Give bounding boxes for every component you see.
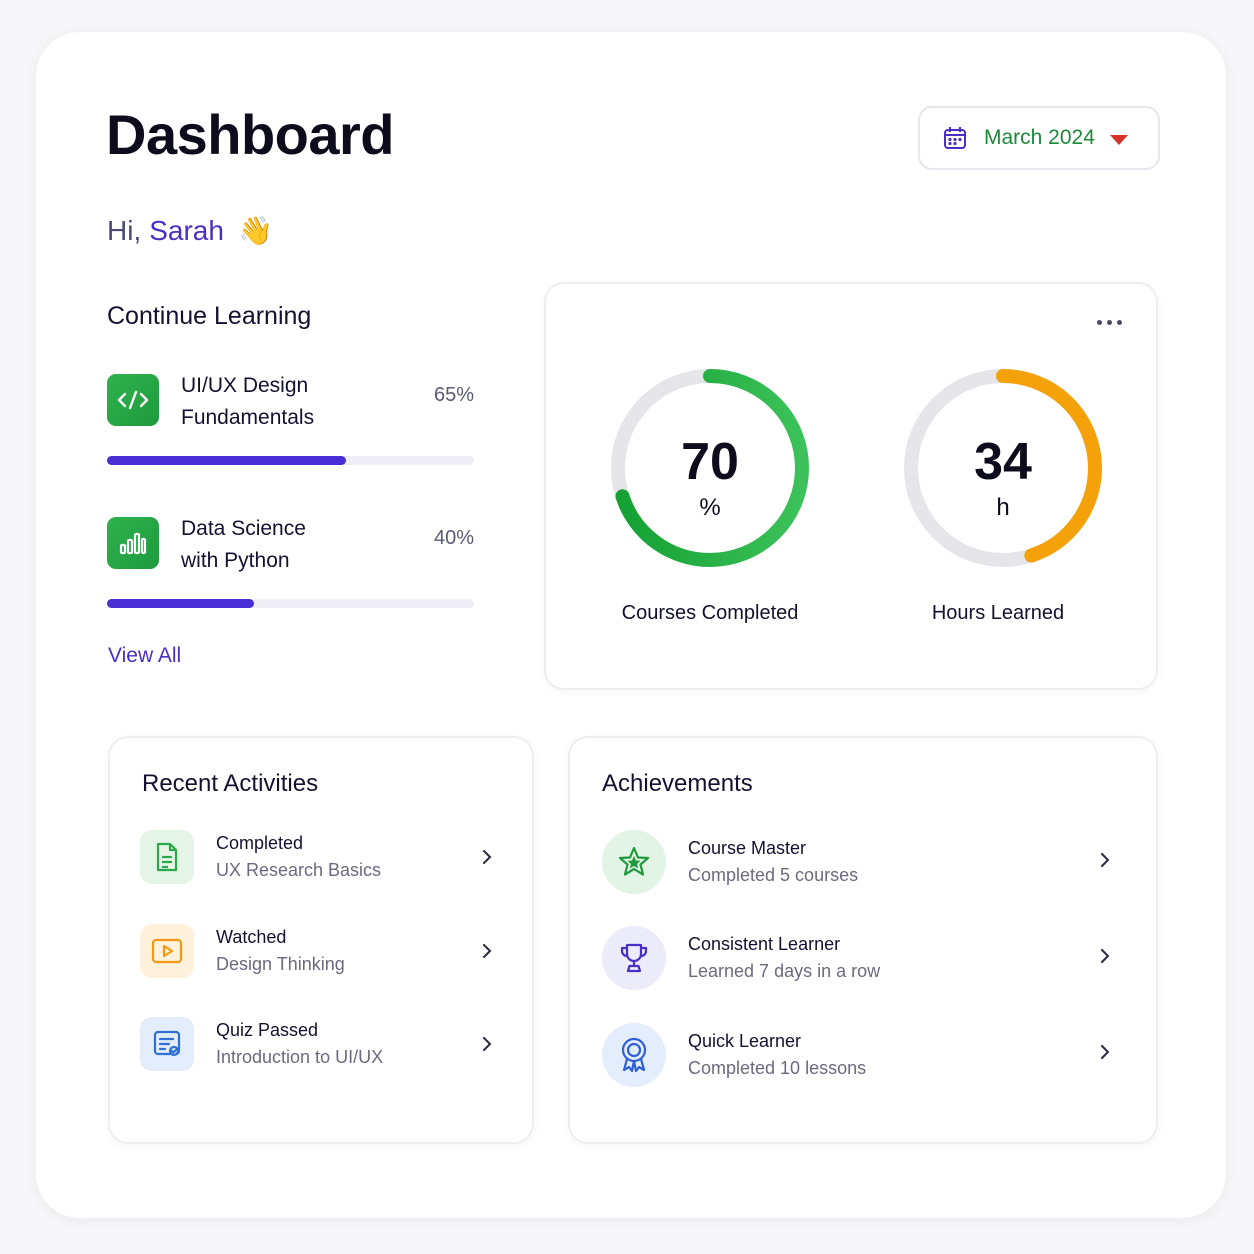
play-icon bbox=[140, 924, 194, 978]
chevron-right-icon[interactable] bbox=[1098, 853, 1112, 867]
hours-learned-value: 34 bbox=[974, 433, 1032, 491]
courses-completed-gauge bbox=[611, 369, 809, 567]
course-progress-fill bbox=[107, 599, 254, 608]
courses-completed-label: Courses Completed bbox=[621, 602, 799, 624]
view-all-link[interactable]: View All bbox=[108, 644, 182, 667]
achievements-card: Achievements Course Master Completed 5 c… bbox=[568, 736, 1158, 1144]
course-name: Data Science with Python bbox=[181, 517, 306, 572]
course-percent: 40% bbox=[433, 527, 474, 549]
star-icon bbox=[602, 830, 666, 894]
chevron-right-icon[interactable] bbox=[1098, 949, 1112, 963]
activity-subtitle: Design Thinking bbox=[216, 954, 345, 974]
activity-subtitle: Introduction to UI/UX bbox=[216, 1047, 384, 1067]
course-progress-bar bbox=[107, 456, 474, 465]
hours-learned-unit: h bbox=[996, 494, 1010, 521]
achievement-subtitle: Learned 7 days in a row bbox=[688, 961, 881, 981]
quiz-icon bbox=[140, 1017, 194, 1071]
code-icon bbox=[107, 374, 159, 426]
activity-subtitle: UX Research Basics bbox=[216, 860, 382, 880]
achievement-item[interactable]: Quick Learner Completed 10 lessons bbox=[602, 1023, 866, 1087]
hours-learned-ring: 34 h bbox=[901, 366, 1105, 570]
activity-item[interactable]: Quiz Passed Introduction to UI/UX bbox=[140, 1017, 383, 1071]
achievement-title: Consistent Learner bbox=[688, 934, 841, 954]
achievement-title: Course Master bbox=[688, 838, 807, 858]
activity-title: Watched bbox=[216, 927, 287, 947]
greeting-hi: Hi, bbox=[107, 214, 142, 246]
activity-item[interactable]: Completed UX Research Basics bbox=[140, 830, 381, 884]
achievement-subtitle: Completed 5 courses bbox=[688, 865, 859, 885]
course-card[interactable]: UI/UX Design Fundamentals 65% bbox=[107, 374, 474, 474]
more-options-icon[interactable] bbox=[1097, 320, 1122, 325]
calendar-icon bbox=[944, 127, 966, 149]
recent-activities-card: Recent Activities Completed UX Research … bbox=[108, 736, 534, 1144]
page-title: Dashboard bbox=[106, 103, 395, 166]
trophy-icon bbox=[602, 926, 666, 990]
recent-activities-title: Recent Activities bbox=[142, 770, 319, 797]
achievement-title: Quick Learner bbox=[688, 1031, 802, 1051]
courses-completed-unit: % bbox=[699, 494, 721, 521]
courses-completed-value: 70 bbox=[681, 433, 739, 491]
chevron-right-icon[interactable] bbox=[1098, 1045, 1112, 1059]
course-percent: 65% bbox=[433, 384, 474, 406]
chevron-right-icon[interactable] bbox=[480, 1037, 494, 1051]
achievement-item[interactable]: Consistent Learner Learned 7 days in a r… bbox=[602, 926, 880, 990]
activity-title: Quiz Passed bbox=[216, 1020, 319, 1040]
bar-chart-icon bbox=[107, 517, 159, 569]
month-selector[interactable]: March 2024 bbox=[918, 106, 1160, 170]
hours-learned-gauge bbox=[904, 369, 1102, 567]
achievement-item[interactable]: Course Master Completed 5 courses bbox=[602, 830, 858, 894]
achievement-subtitle: Completed 10 lessons bbox=[688, 1058, 867, 1078]
caret-down-icon bbox=[1110, 135, 1128, 145]
chevron-right-icon[interactable] bbox=[480, 944, 494, 958]
achievements-title: Achievements bbox=[602, 770, 753, 797]
course-name: UI/UX Design Fundamentals bbox=[181, 374, 315, 429]
hours-learned-label: Hours Learned bbox=[931, 602, 1065, 624]
greeting: Hi, Sarah 👋 bbox=[107, 214, 273, 247]
activity-item[interactable]: Watched Design Thinking bbox=[140, 924, 345, 978]
user-name: Sarah bbox=[149, 214, 224, 246]
courses-completed-ring: 70 % bbox=[608, 366, 812, 570]
chevron-right-icon[interactable] bbox=[480, 850, 494, 864]
course-card[interactable]: Data Science with Python 40% bbox=[107, 517, 474, 617]
waving-hand-icon: 👋 bbox=[237, 215, 273, 246]
month-label: March 2024 bbox=[984, 126, 1095, 149]
continue-learning-title: Continue Learning bbox=[107, 302, 312, 330]
course-progress-bar bbox=[107, 599, 474, 608]
course-progress-fill bbox=[107, 456, 346, 465]
document-icon bbox=[140, 830, 194, 884]
stats-card: 70 % Courses Completed 34 h Hours Learne… bbox=[544, 282, 1158, 690]
ribbon-icon bbox=[602, 1023, 666, 1087]
activity-title: Completed bbox=[216, 833, 304, 853]
